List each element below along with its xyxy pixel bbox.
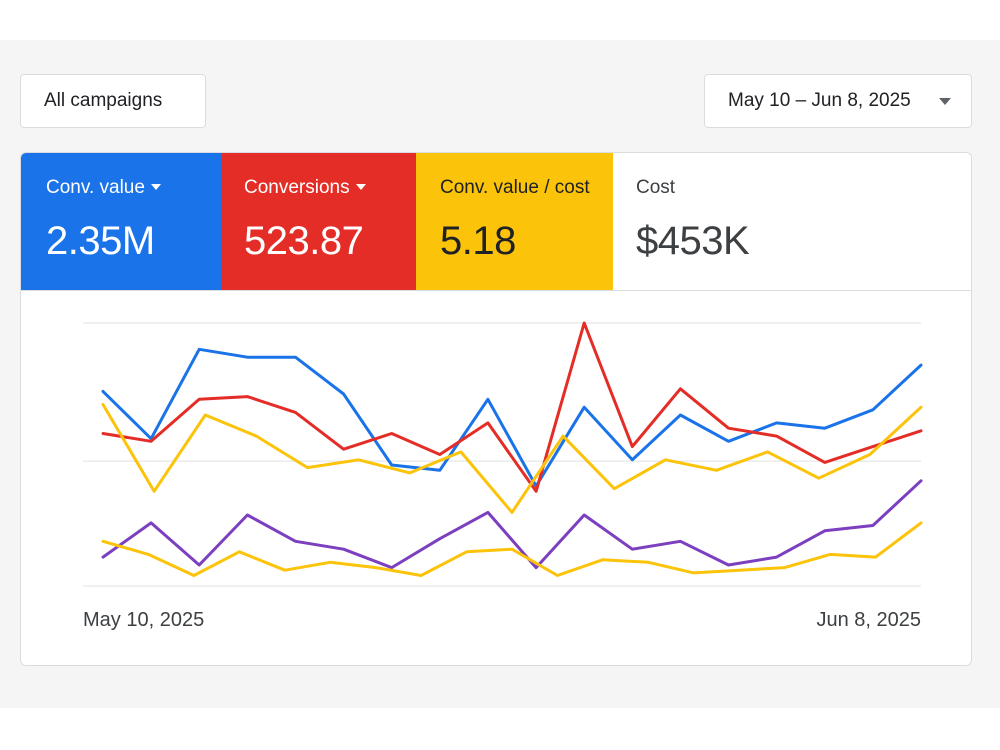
date-range-label: May 10 – Jun 8, 2025 (728, 90, 911, 111)
metric-tile-conv-value-per-cost[interactable]: Conv. value / cost 5.18 (416, 153, 613, 290)
x-axis-start-label: May 10, 2025 (83, 609, 205, 631)
line-chart-svg (83, 321, 923, 587)
series-line-5 (101, 521, 923, 577)
metric-tile-cost[interactable]: Cost $453K (613, 153, 971, 290)
series-line-1 (101, 347, 923, 488)
campaign-filter-button[interactable]: All campaigns (20, 74, 206, 128)
metric-value: $453K (636, 219, 750, 263)
chevron-down-icon (939, 97, 951, 105)
campaign-filter-label: All campaigns (44, 90, 163, 111)
metric-label: Conversions (244, 177, 350, 198)
performance-card: Conv. value 2.35M Conversions 523.87 Con… (20, 152, 972, 666)
metric-label: Cost (636, 177, 676, 198)
series-line-4 (101, 479, 923, 570)
line-chart: May 10, 2025 Jun 8, 2025 (21, 291, 971, 665)
metric-value: 2.35M (46, 219, 155, 263)
metric-value: 523.87 (244, 219, 364, 263)
metric-tiles: Conv. value 2.35M Conversions 523.87 Con… (21, 153, 971, 291)
series-line-3 (101, 403, 923, 514)
metric-tile-conversions[interactable]: Conversions 523.87 (221, 153, 416, 290)
metric-tile-conv-value[interactable]: Conv. value 2.35M (21, 153, 221, 290)
date-range-dropdown[interactable]: May 10 – Jun 8, 2025 (704, 74, 972, 128)
x-axis-end-label: Jun 8, 2025 (816, 609, 921, 631)
metric-label: Conv. value (46, 177, 145, 198)
dropdown-caret-icon[interactable] (150, 184, 161, 190)
metric-value: 5.18 (440, 219, 516, 263)
dropdown-caret-icon[interactable] (355, 184, 366, 190)
series-line-2 (101, 321, 923, 493)
metric-label: Conv. value / cost (440, 177, 590, 198)
